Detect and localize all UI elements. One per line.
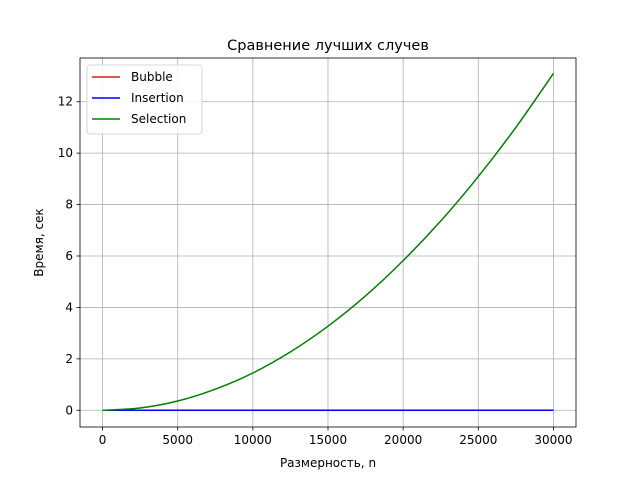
- x-axis-label: Размерность, n: [280, 456, 376, 470]
- x-tick-label: 30000: [534, 433, 572, 447]
- y-tick-label: 4: [65, 300, 73, 314]
- series-line-selection: [102, 73, 555, 412]
- y-tick-label: 12: [58, 95, 73, 109]
- x-tick-label: 5000: [162, 433, 193, 447]
- x-tick-label: 20000: [384, 433, 422, 447]
- y-tick-label: 10: [58, 146, 73, 160]
- y-tick-label: 0: [65, 403, 73, 417]
- legend-label-insertion: Insertion: [131, 91, 184, 105]
- x-tick-label: 15000: [309, 433, 347, 447]
- y-tick-label: 6: [65, 249, 73, 263]
- legend-label-selection: Selection: [131, 112, 186, 126]
- chart-title: Сравнение лучших случев: [227, 38, 429, 54]
- legend-label-bubble: Bubble: [131, 70, 173, 84]
- legend: Bubble Insertion Selection: [86, 64, 203, 135]
- x-tick-label: 25000: [459, 433, 497, 447]
- series-layer: [102, 73, 555, 412]
- legend-box: [86, 64, 203, 135]
- ticks: 0 5000 10000 15000 20000 25000 30000 0 2 4 6 8 10 12: [58, 95, 573, 447]
- y-axis-label: Время, сек: [32, 208, 46, 276]
- x-tick-label: 0: [99, 433, 107, 447]
- x-tick-label: 10000: [234, 433, 272, 447]
- y-tick-label: 8: [65, 198, 73, 212]
- y-tick-label: 2: [65, 352, 73, 366]
